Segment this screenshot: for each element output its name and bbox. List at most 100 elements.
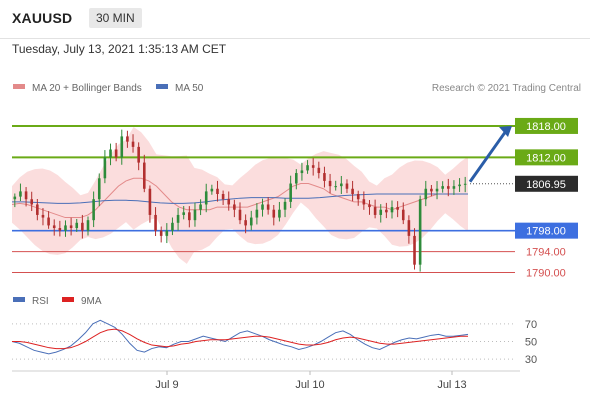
- candle-body: [306, 165, 309, 171]
- time-tick-label: Jul 13: [437, 379, 466, 391]
- candle-body: [379, 209, 383, 215]
- current-price-label: 1806.95: [526, 179, 566, 191]
- candle-body: [30, 199, 34, 205]
- candle-body: [390, 207, 394, 213]
- candle-body: [193, 209, 197, 221]
- candle-body: [176, 214, 180, 223]
- candle-body: [204, 191, 208, 205]
- rsi-legend-swatch: [13, 297, 25, 302]
- chart-header: XAUUSD 30 MIN: [0, 0, 590, 39]
- level-tag-1798-00: [515, 222, 578, 239]
- ma50-legend-label: MA 50: [175, 83, 204, 94]
- candle-body: [452, 186, 456, 189]
- candle-body: [430, 188, 433, 192]
- bollinger-band: [12, 127, 468, 264]
- candle-body: [351, 188, 354, 194]
- time-tick-label: Jul 10: [295, 379, 324, 391]
- rsi-tick-70: 70: [525, 319, 537, 331]
- candle-body: [216, 188, 219, 194]
- candle-body: [362, 199, 366, 205]
- rsi-series-rsi: [11, 319, 469, 355]
- rsi-ma-legend-label: 9MA: [81, 296, 102, 307]
- level-label-1790-00: 1790.00: [526, 268, 566, 280]
- time-axis: Jul 9 Jul 10 Jul 13: [155, 371, 467, 391]
- projection-arrowhead: [499, 125, 512, 137]
- level-label-1818-00: 1818.00: [526, 121, 566, 133]
- candle-body: [368, 204, 371, 208]
- ma50-line: [12, 193, 468, 204]
- time-tick-label: Jul 9: [155, 379, 178, 391]
- candle-body: [41, 214, 45, 218]
- candle-body: [103, 157, 107, 179]
- candle-body: [19, 191, 22, 197]
- candle-body: [120, 136, 124, 158]
- candle-body: [401, 209, 405, 221]
- candle-body: [97, 178, 101, 200]
- candle-body: [142, 162, 146, 189]
- candle-body: [373, 207, 377, 215]
- candle-body: [441, 186, 444, 189]
- candle-body: [300, 170, 304, 174]
- candle-body: [255, 209, 259, 218]
- candle-body: [227, 199, 231, 205]
- ma20-legend-swatch: [13, 84, 25, 89]
- candle-body: [385, 209, 388, 213]
- candle-body: [278, 209, 281, 218]
- main-price-pane: 1818.00 1812.00 1806.95 1798.00 1794.00 1790.…: [11, 117, 578, 280]
- candle-body: [244, 220, 247, 226]
- candle-body: [463, 183, 467, 185]
- candle-body: [334, 186, 338, 188]
- level-label-1798-00: 1798.00: [526, 226, 566, 238]
- rsi-tick-50: 50: [525, 337, 537, 349]
- candle-body: [340, 183, 343, 187]
- candle-body: [323, 173, 326, 181]
- candle-body: [289, 183, 292, 202]
- candle-body: [418, 199, 422, 265]
- candle-body: [294, 173, 298, 184]
- candle-body: [424, 188, 428, 200]
- candle-body: [24, 191, 28, 200]
- candle-body: [458, 184, 461, 187]
- timeframe-badge[interactable]: 30 MIN: [89, 8, 142, 28]
- candle-body: [64, 225, 67, 231]
- candle-body: [283, 201, 287, 210]
- candle-body: [131, 141, 135, 147]
- candle-body: [81, 222, 84, 231]
- candle-body: [52, 225, 56, 229]
- candle-body: [221, 194, 225, 200]
- candle-body: [69, 225, 73, 229]
- candle-body: [199, 204, 202, 210]
- level-tag-1812-00: [515, 149, 578, 166]
- candle-body: [154, 214, 157, 231]
- candle-body: [238, 209, 242, 221]
- level-tag-1818-00: [515, 117, 578, 134]
- candle-body: [126, 136, 129, 142]
- rsi-ma-legend-swatch: [62, 297, 74, 302]
- current-price-tag: [515, 175, 578, 192]
- candle-body: [182, 212, 186, 215]
- candle-body: [171, 222, 174, 231]
- candle-body: [272, 209, 276, 218]
- instrument-symbol: XAUUSD: [12, 10, 73, 26]
- candle-body: [210, 188, 214, 192]
- candle-body: [413, 235, 416, 265]
- chart-datetime: Tuesday, July 13, 2021 1:35:13 AM CET: [12, 42, 227, 56]
- candle-body: [13, 196, 17, 200]
- candle-body: [311, 165, 315, 168]
- candle-body: [317, 167, 321, 174]
- candle-body: [407, 220, 411, 236]
- candle-body: [47, 217, 50, 226]
- rsi-series-9ma: [12, 328, 468, 350]
- candle-body: [36, 204, 39, 215]
- candle-body: [435, 188, 439, 192]
- candle-body: [249, 217, 253, 226]
- candle-body: [137, 146, 140, 163]
- candle-body: [159, 230, 163, 236]
- candle-body: [261, 204, 264, 210]
- candle-body: [356, 194, 360, 200]
- level-label-1812-00: 1812.00: [526, 152, 566, 164]
- candle-body: [396, 207, 399, 210]
- rsi-legend-label: RSI: [32, 296, 49, 307]
- candle-body: [58, 228, 62, 231]
